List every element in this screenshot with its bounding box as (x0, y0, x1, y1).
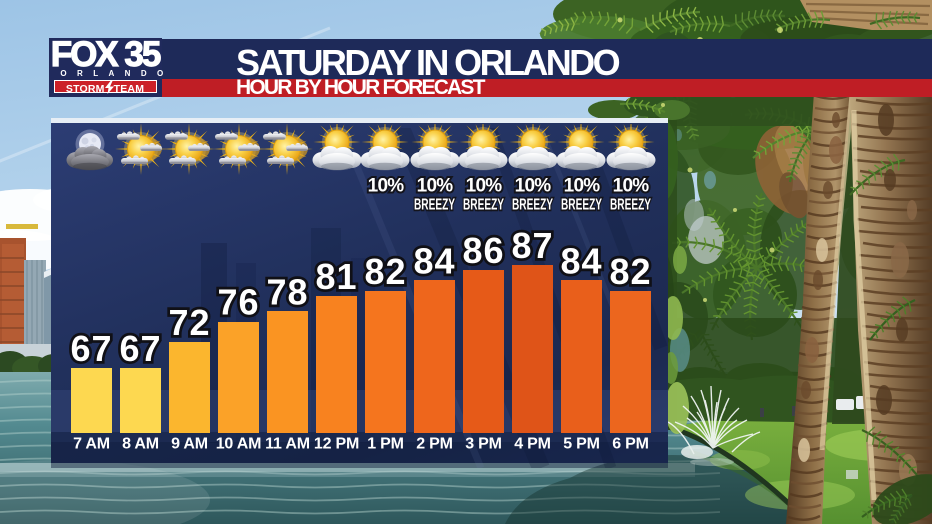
svg-text:BREEZY: BREEZY (463, 197, 504, 214)
svg-text:86: 86 (462, 230, 504, 271)
svg-text:10%: 10% (466, 176, 503, 197)
svg-text:84: 84 (413, 240, 455, 281)
svg-text:9 AM: 9 AM (171, 436, 208, 453)
svg-text:10 AM: 10 AM (216, 436, 262, 453)
svg-text:76: 76 (217, 282, 259, 323)
svg-text:81: 81 (315, 256, 357, 297)
svg-text:78: 78 (266, 271, 308, 312)
svg-text:10%: 10% (564, 176, 601, 197)
svg-text:2 PM: 2 PM (416, 436, 453, 453)
svg-text:4 PM: 4 PM (514, 436, 551, 453)
svg-text:12 PM: 12 PM (314, 436, 359, 453)
svg-text:5 PM: 5 PM (563, 436, 600, 453)
svg-text:67: 67 (70, 328, 112, 369)
svg-text:87: 87 (511, 225, 553, 266)
svg-text:3 PM: 3 PM (465, 436, 502, 453)
svg-text:BREEZY: BREEZY (512, 197, 553, 214)
svg-text:82: 82 (364, 251, 406, 292)
svg-text:72: 72 (168, 302, 210, 343)
svg-text:67: 67 (119, 328, 161, 369)
svg-text:84: 84 (560, 240, 602, 281)
svg-text:7 AM: 7 AM (73, 436, 110, 453)
svg-text:8 AM: 8 AM (122, 436, 159, 453)
svg-text:10%: 10% (515, 176, 552, 197)
svg-text:BREEZY: BREEZY (610, 197, 651, 214)
svg-text:6 PM: 6 PM (612, 436, 649, 453)
svg-text:BREEZY: BREEZY (561, 197, 602, 214)
svg-text:10%: 10% (613, 176, 650, 197)
svg-text:1 PM: 1 PM (367, 436, 404, 453)
svg-text:10%: 10% (368, 176, 405, 197)
svg-text:BREEZY: BREEZY (414, 197, 455, 214)
svg-text:11 AM: 11 AM (265, 436, 310, 453)
svg-text:10%: 10% (417, 176, 454, 197)
svg-text:82: 82 (609, 251, 651, 292)
